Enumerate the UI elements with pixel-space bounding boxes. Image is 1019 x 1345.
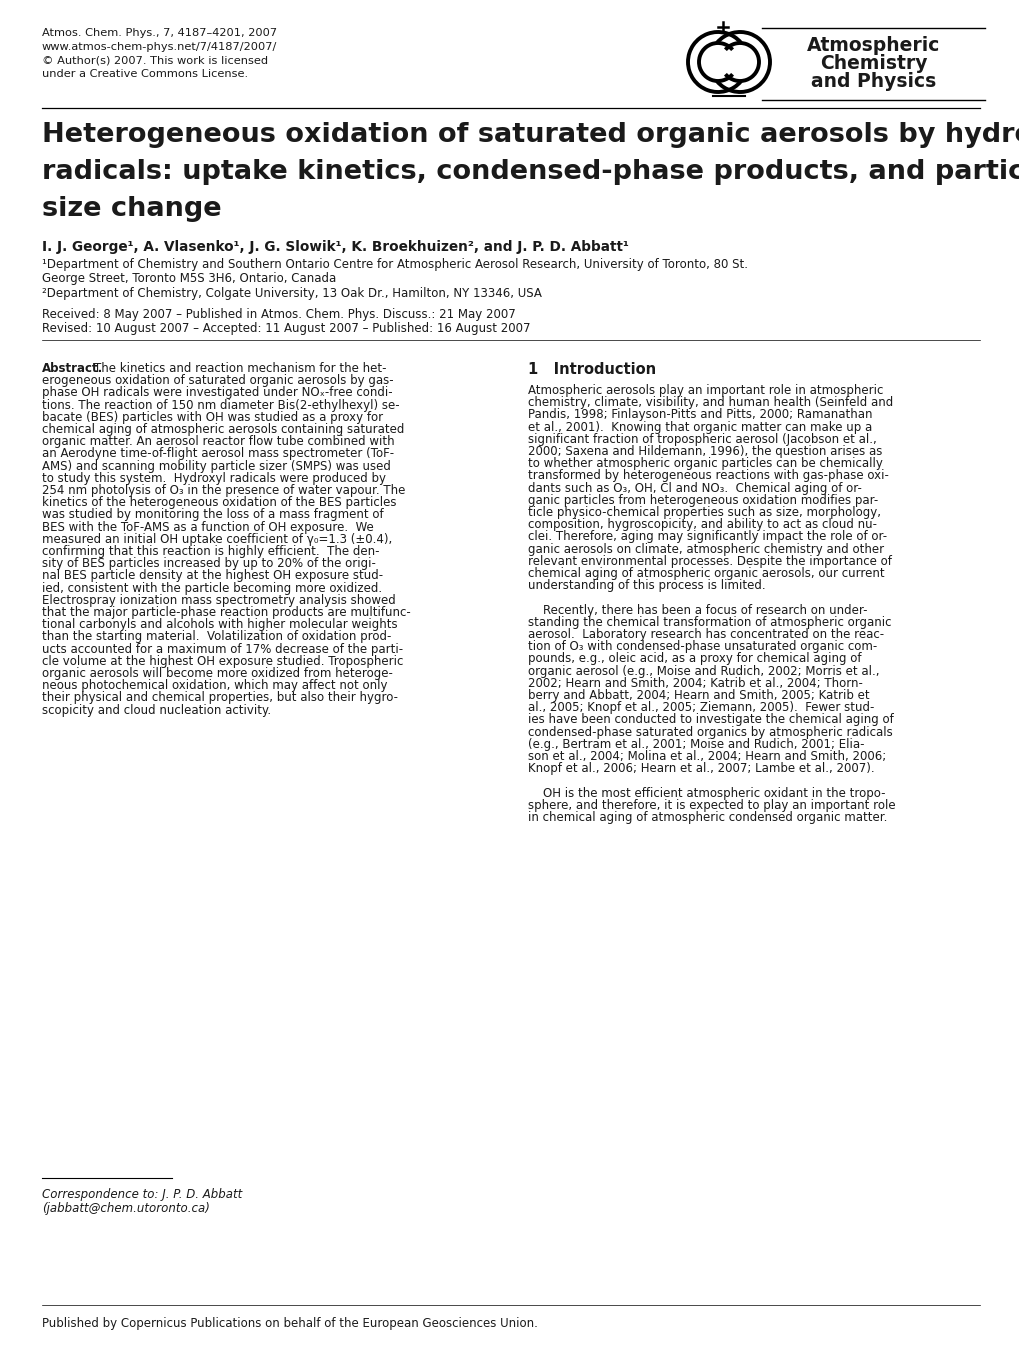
Text: standing the chemical transformation of atmospheric organic: standing the chemical transformation of … (528, 616, 891, 629)
Text: transformed by heterogeneous reactions with gas-phase oxi-: transformed by heterogeneous reactions w… (528, 469, 888, 483)
Text: ticle physico-chemical properties such as size, morphology,: ticle physico-chemical properties such a… (528, 506, 880, 519)
Text: kinetics of the heterogeneous oxidation of the BES particles: kinetics of the heterogeneous oxidation … (42, 496, 396, 510)
Text: Knopf et al., 2006; Hearn et al., 2007; Lambe et al., 2007).: Knopf et al., 2006; Hearn et al., 2007; … (528, 763, 873, 775)
Text: sphere, and therefore, it is expected to play an important role: sphere, and therefore, it is expected to… (528, 799, 895, 812)
Text: OH is the most efficient atmospheric oxidant in the tropo-: OH is the most efficient atmospheric oxi… (528, 787, 884, 799)
Text: Recently, there has been a focus of research on under-: Recently, there has been a focus of rese… (528, 604, 866, 616)
Text: Atmospheric aerosols play an important role in atmospheric: Atmospheric aerosols play an important r… (528, 385, 882, 397)
Text: phase OH radicals were investigated under NOₓ-free condi-: phase OH radicals were investigated unde… (42, 386, 392, 399)
Text: under a Creative Commons License.: under a Creative Commons License. (42, 69, 248, 78)
Text: and Physics: and Physics (810, 73, 935, 91)
Text: Abstract.: Abstract. (42, 362, 103, 375)
Text: understanding of this process is limited.: understanding of this process is limited… (528, 580, 765, 592)
Text: (e.g., Bertram et al., 2001; Moise and Rudich, 2001; Elia-: (e.g., Bertram et al., 2001; Moise and R… (528, 738, 864, 751)
Text: clei. Therefore, aging may significantly impact the role of or-: clei. Therefore, aging may significantly… (528, 530, 887, 543)
Text: tional carbonyls and alcohols with higher molecular weights: tional carbonyls and alcohols with highe… (42, 619, 397, 631)
Text: berry and Abbatt, 2004; Hearn and Smith, 2005; Katrib et: berry and Abbatt, 2004; Hearn and Smith,… (528, 689, 869, 702)
Text: pounds, e.g., oleic acid, as a proxy for chemical aging of: pounds, e.g., oleic acid, as a proxy for… (528, 652, 861, 666)
Text: chemical aging of atmospheric organic aerosols, our current: chemical aging of atmospheric organic ae… (528, 568, 883, 580)
Text: was studied by monitoring the loss of a mass fragment of: was studied by monitoring the loss of a … (42, 508, 383, 522)
Text: in chemical aging of atmospheric condensed organic matter.: in chemical aging of atmospheric condens… (528, 811, 887, 824)
Text: dants such as O₃, OH, Cl and NO₃.  Chemical aging of or-: dants such as O₃, OH, Cl and NO₃. Chemic… (528, 482, 861, 495)
Text: Revised: 10 August 2007 – Accepted: 11 August 2007 – Published: 16 August 2007: Revised: 10 August 2007 – Accepted: 11 A… (42, 321, 530, 335)
Text: condensed-phase saturated organics by atmospheric radicals: condensed-phase saturated organics by at… (528, 725, 892, 738)
Text: than the starting material.  Volatilization of oxidation prod-: than the starting material. Volatilizati… (42, 631, 391, 643)
Text: George Street, Toronto M5S 3H6, Ontario, Canada: George Street, Toronto M5S 3H6, Ontario,… (42, 272, 336, 285)
Text: measured an initial OH uptake coefficient of γ₀=1.3 (±0.4),: measured an initial OH uptake coefficien… (42, 533, 392, 546)
Text: BES with the ToF-AMS as a function of OH exposure.  We: BES with the ToF-AMS as a function of OH… (42, 521, 373, 534)
Text: to whether atmospheric organic particles can be chemically: to whether atmospheric organic particles… (528, 457, 882, 471)
Text: 254 nm photolysis of O₃ in the presence of water vapour. The: 254 nm photolysis of O₃ in the presence … (42, 484, 405, 498)
Text: organic matter. An aerosol reactor flow tube combined with: organic matter. An aerosol reactor flow … (42, 436, 394, 448)
Text: chemistry, climate, visibility, and human health (Seinfeld and: chemistry, climate, visibility, and huma… (528, 397, 893, 409)
Text: ²Department of Chemistry, Colgate University, 13 Oak Dr., Hamilton, NY 13346, US: ²Department of Chemistry, Colgate Univer… (42, 286, 541, 300)
Text: scopicity and cloud nucleation activity.: scopicity and cloud nucleation activity. (42, 703, 271, 717)
Text: www.atmos-chem-phys.net/7/4187/2007/: www.atmos-chem-phys.net/7/4187/2007/ (42, 42, 277, 51)
Text: Received: 8 May 2007 – Published in Atmos. Chem. Phys. Discuss.: 21 May 2007: Received: 8 May 2007 – Published in Atmo… (42, 308, 516, 321)
Text: organic aerosols will become more oxidized from heteroge-: organic aerosols will become more oxidiz… (42, 667, 392, 681)
Text: nal BES particle density at the highest OH exposure stud-: nal BES particle density at the highest … (42, 569, 383, 582)
Text: ganic particles from heterogeneous oxidation modifies par-: ganic particles from heterogeneous oxida… (528, 494, 877, 507)
Text: organic aerosol (e.g., Moise and Rudich, 2002; Morris et al.,: organic aerosol (e.g., Moise and Rudich,… (528, 664, 878, 678)
Text: their physical and chemical properties, but also their hygro-: their physical and chemical properties, … (42, 691, 397, 705)
Text: Atmospheric: Atmospheric (806, 36, 940, 55)
Text: sity of BES particles increased by up to 20% of the origi-: sity of BES particles increased by up to… (42, 557, 376, 570)
Text: ganic aerosols on climate, atmospheric chemistry and other: ganic aerosols on climate, atmospheric c… (528, 542, 883, 555)
Text: ies have been conducted to investigate the chemical aging of: ies have been conducted to investigate t… (528, 713, 893, 726)
Text: Electrospray ionization mass spectrometry analysis showed: Electrospray ionization mass spectrometr… (42, 593, 395, 607)
Text: size change: size change (42, 196, 221, 222)
Text: AMS) and scanning mobility particle sizer (SMPS) was used: AMS) and scanning mobility particle size… (42, 460, 390, 472)
Text: an Aerodyne time-of-flight aerosol mass spectrometer (ToF-: an Aerodyne time-of-flight aerosol mass … (42, 448, 393, 460)
Text: to study this system.  Hydroxyl radicals were produced by: to study this system. Hydroxyl radicals … (42, 472, 385, 484)
Text: ucts accounted for a maximum of 17% decrease of the parti-: ucts accounted for a maximum of 17% decr… (42, 643, 403, 655)
Text: ied, consistent with the particle becoming more oxidized.: ied, consistent with the particle becomi… (42, 581, 382, 594)
Text: 2002; Hearn and Smith, 2004; Katrib et al., 2004; Thorn-: 2002; Hearn and Smith, 2004; Katrib et a… (528, 677, 862, 690)
Text: radicals: uptake kinetics, condensed-phase products, and particle: radicals: uptake kinetics, condensed-pha… (42, 159, 1019, 186)
Text: The kinetics and reaction mechanism for the het-: The kinetics and reaction mechanism for … (94, 362, 386, 375)
Text: cle volume at the highest OH exposure studied. Tropospheric: cle volume at the highest OH exposure st… (42, 655, 403, 668)
Text: Pandis, 1998; Finlayson-Pitts and Pitts, 2000; Ramanathan: Pandis, 1998; Finlayson-Pitts and Pitts,… (528, 409, 871, 421)
Text: 1   Introduction: 1 Introduction (528, 362, 655, 377)
Text: son et al., 2004; Molina et al., 2004; Hearn and Smith, 2006;: son et al., 2004; Molina et al., 2004; H… (528, 751, 886, 763)
Text: erogeneous oxidation of saturated organic aerosols by gas-: erogeneous oxidation of saturated organi… (42, 374, 393, 387)
Text: tion of O₃ with condensed-phase unsaturated organic com-: tion of O₃ with condensed-phase unsatura… (528, 640, 876, 654)
Text: Chemistry: Chemistry (819, 54, 926, 73)
Text: Atmos. Chem. Phys., 7, 4187–4201, 2007: Atmos. Chem. Phys., 7, 4187–4201, 2007 (42, 28, 277, 38)
Text: aerosol.  Laboratory research has concentrated on the reac-: aerosol. Laboratory research has concent… (528, 628, 883, 642)
Text: Heterogeneous oxidation of saturated organic aerosols by hydroxyl: Heterogeneous oxidation of saturated org… (42, 122, 1019, 148)
Text: bacate (BES) particles with OH was studied as a proxy for: bacate (BES) particles with OH was studi… (42, 410, 383, 424)
Text: significant fraction of tropospheric aerosol (Jacobson et al.,: significant fraction of tropospheric aer… (528, 433, 876, 445)
Text: tions. The reaction of 150 nm diameter Bis(2-ethylhexyl) se-: tions. The reaction of 150 nm diameter B… (42, 398, 399, 412)
Text: al., 2005; Knopf et al., 2005; Ziemann, 2005).  Fewer stud-: al., 2005; Knopf et al., 2005; Ziemann, … (528, 701, 873, 714)
Text: composition, hygroscopicity, and ability to act as cloud nu-: composition, hygroscopicity, and ability… (528, 518, 876, 531)
Text: et al., 2001).  Knowing that organic matter can make up a: et al., 2001). Knowing that organic matt… (528, 421, 871, 433)
Text: © Author(s) 2007. This work is licensed: © Author(s) 2007. This work is licensed (42, 55, 268, 65)
Text: confirming that this reaction is highly efficient.  The den-: confirming that this reaction is highly … (42, 545, 379, 558)
Text: (jabbatt@chem.utoronto.ca): (jabbatt@chem.utoronto.ca) (42, 1202, 210, 1215)
Text: I. J. George¹, A. Vlasenko¹, J. G. Slowik¹, K. Broekhuizen², and J. P. D. Abbatt: I. J. George¹, A. Vlasenko¹, J. G. Slowi… (42, 239, 629, 254)
Text: 2000; Saxena and Hildemann, 1996), the question arises as: 2000; Saxena and Hildemann, 1996), the q… (528, 445, 881, 459)
Text: relevant environmental processes. Despite the importance of: relevant environmental processes. Despit… (528, 554, 891, 568)
Text: Published by Copernicus Publications on behalf of the European Geosciences Union: Published by Copernicus Publications on … (42, 1317, 537, 1330)
Text: Correspondence to: J. P. D. Abbatt: Correspondence to: J. P. D. Abbatt (42, 1188, 243, 1201)
Text: that the major particle-phase reaction products are multifunc-: that the major particle-phase reaction p… (42, 607, 411, 619)
Text: ¹Department of Chemistry and Southern Ontario Centre for Atmospheric Aerosol Res: ¹Department of Chemistry and Southern On… (42, 258, 747, 270)
Text: chemical aging of atmospheric aerosols containing saturated: chemical aging of atmospheric aerosols c… (42, 422, 404, 436)
Text: neous photochemical oxidation, which may affect not only: neous photochemical oxidation, which may… (42, 679, 387, 693)
